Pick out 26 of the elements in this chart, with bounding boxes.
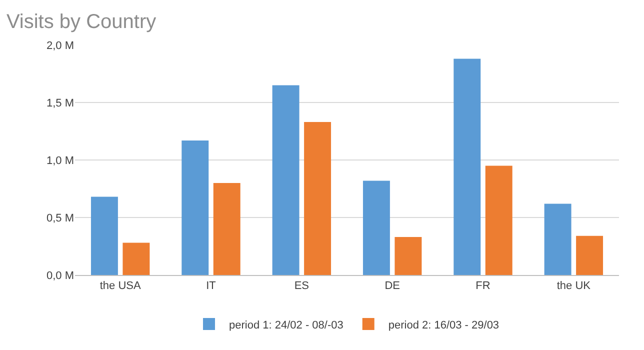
x-tick-label: the UK xyxy=(556,280,592,292)
y-tick-label: 0,5 M xyxy=(46,212,74,224)
x-tick-label: ES xyxy=(294,280,310,292)
x-tick-label: the USA xyxy=(100,280,142,292)
y-tick-label: 1,0 M xyxy=(46,154,74,167)
bar xyxy=(544,204,572,275)
bar xyxy=(454,58,481,275)
bar xyxy=(272,85,300,275)
x-tick-label: DE xyxy=(384,280,400,292)
bar xyxy=(394,237,422,275)
x-tick-label: FR xyxy=(476,280,490,292)
y-tick-label: 0,0 M xyxy=(46,270,74,282)
x-tick-label: IT xyxy=(206,280,216,292)
bar xyxy=(304,122,332,275)
bar xyxy=(90,196,118,275)
bar xyxy=(122,242,150,275)
bar xyxy=(485,166,512,275)
legend-label: period 2: 16/03 - 29/03 xyxy=(388,319,500,332)
chart-title: Visits by Country xyxy=(6,11,156,33)
y-tick-label: 1,5 M xyxy=(46,97,74,110)
bar xyxy=(182,140,209,275)
bar xyxy=(576,236,604,275)
y-tick-label: 2,0 M xyxy=(46,40,74,52)
bar xyxy=(213,183,240,275)
bar xyxy=(362,180,390,275)
legend-label: period 1: 24/02 - 08/-03 xyxy=(229,319,344,332)
